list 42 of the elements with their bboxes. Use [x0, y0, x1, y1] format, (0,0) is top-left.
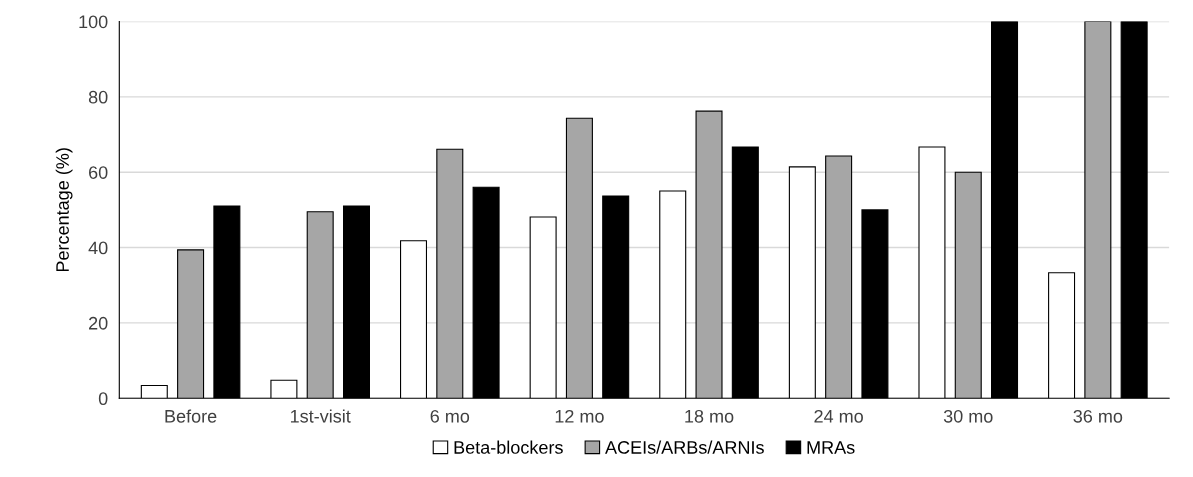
y-tick-label: 60: [89, 166, 108, 179]
y-axis-title: Percentage (%): [55, 148, 73, 272]
bar: [1084, 21, 1112, 399]
bar: [270, 379, 298, 399]
x-tick-label: 6 mo: [430, 409, 470, 423]
y-tick-label: 80: [88, 90, 108, 104]
x-tick-label: 24 mo: [814, 409, 863, 423]
bar: [177, 249, 205, 399]
x-tick-label: 18 mo: [685, 409, 734, 423]
legend-label: ACEIs/ARBs/ARNIs: [605, 440, 764, 454]
legend-label: MRAs: [807, 441, 855, 454]
bar: [991, 21, 1019, 399]
x-tick-label: 1st-visit: [290, 409, 351, 423]
bar: [529, 216, 557, 399]
bar: [731, 146, 759, 399]
bar: [436, 148, 464, 399]
bar: [1120, 21, 1148, 399]
bar: [659, 190, 687, 399]
bar: [602, 195, 630, 399]
bar: [788, 166, 816, 399]
x-tick-label: Before: [165, 409, 217, 423]
bar: [399, 240, 428, 399]
bar: [861, 209, 889, 399]
bar: [342, 205, 371, 399]
bar: [213, 205, 241, 399]
bar: [695, 110, 723, 399]
x-tick-label: 12 mo: [555, 409, 604, 423]
bar: [306, 211, 334, 399]
x-tick-label: 36 mo: [1073, 409, 1123, 423]
bar: [918, 146, 946, 399]
bar: [565, 117, 593, 399]
bar: [472, 186, 500, 399]
y-tick-label: 0: [98, 392, 108, 406]
bar: [140, 384, 168, 399]
legend-label: Beta-blockers: [454, 440, 563, 454]
y-tick-label: 100: [79, 15, 108, 29]
bar: [825, 155, 853, 399]
bar: [954, 171, 982, 399]
y-tick-label: 40: [88, 241, 108, 255]
bar: [1048, 272, 1076, 399]
y-tick-label: 20: [89, 316, 108, 330]
x-tick-label: 30 mo: [943, 409, 993, 423]
